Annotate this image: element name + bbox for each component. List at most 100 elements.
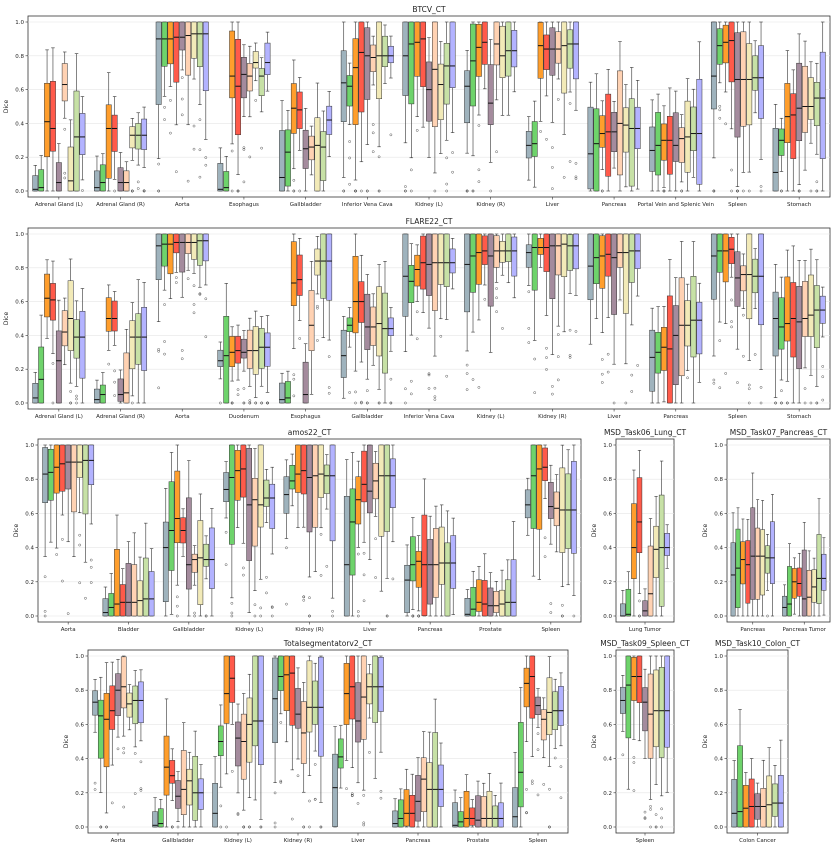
- box-body: [99, 164, 106, 192]
- box-body: [125, 563, 132, 617]
- box-7: [320, 110, 327, 192]
- outlier-point: [139, 789, 143, 792]
- box-3: [636, 450, 643, 618]
- outlier-point: [724, 122, 727, 126]
- y-tick-label: 0.8: [714, 688, 723, 694]
- box-body: [758, 45, 764, 119]
- box-0: [162, 488, 169, 617]
- box-2: [537, 21, 544, 133]
- box-body: [198, 778, 204, 810]
- y-tick-label: 0.4: [15, 121, 24, 127]
- box-body: [111, 300, 118, 332]
- box-6: [126, 684, 133, 731]
- box-body: [790, 282, 797, 358]
- box-1: [593, 73, 600, 192]
- box-body: [443, 233, 450, 287]
- box-5: [252, 448, 258, 618]
- outlier-point: [236, 388, 240, 391]
- box-body: [223, 171, 230, 192]
- box-6: [186, 751, 193, 828]
- outlier-point: [285, 546, 288, 550]
- panel-msd-task06-lung-ct: 0.0 0.2 0.4 0.6 0.8 1.0 MSD_Task06_Lung_CT Dice…: [591, 428, 686, 633]
- box-body: [314, 117, 321, 192]
- box-body: [105, 104, 112, 179]
- outlier-point: [433, 398, 437, 401]
- box-6: [760, 500, 766, 617]
- box-5: [647, 655, 654, 829]
- box-4: [672, 277, 679, 404]
- box-body: [634, 106, 641, 149]
- box-body: [510, 559, 517, 617]
- box-body: [229, 655, 236, 703]
- outlier-point: [556, 355, 560, 358]
- outlier-point: [636, 364, 639, 367]
- box-0: [32, 372, 39, 404]
- box-8: [449, 237, 456, 290]
- outlier-point: [574, 177, 578, 180]
- y-tick-label: 0.6: [603, 511, 612, 517]
- box-3: [349, 655, 356, 798]
- box-4: [750, 472, 756, 617]
- box-body: [499, 241, 506, 263]
- outlier-point: [539, 130, 542, 133]
- box-body: [523, 667, 530, 708]
- outlier-point: [377, 155, 381, 159]
- outlier-point: [549, 602, 553, 605]
- box-body: [734, 32, 741, 138]
- outlier-point: [279, 721, 283, 724]
- box-body: [191, 21, 197, 59]
- outlier-point: [345, 787, 348, 790]
- box-4: [487, 39, 494, 193]
- box-6: [559, 444, 566, 618]
- box-8: [634, 80, 641, 190]
- outlier-point: [568, 160, 572, 163]
- box-8: [329, 444, 336, 618]
- outlier-point: [113, 189, 116, 193]
- box-body: [555, 233, 562, 276]
- x-tick-label: Spleen: [541, 627, 560, 633]
- outlier-point: [766, 614, 769, 618]
- box-5: [480, 782, 487, 828]
- box-2: [223, 655, 230, 829]
- x-tick-label: Colon Cancer: [739, 838, 776, 844]
- box-4: [642, 668, 648, 820]
- box-1: [470, 570, 477, 617]
- box-body: [279, 382, 285, 404]
- box-1: [778, 117, 785, 193]
- box-body: [102, 598, 109, 617]
- box-body: [464, 70, 471, 123]
- box-8: [269, 466, 276, 618]
- box-3: [421, 478, 428, 617]
- x-tick-label: Adrenal Gland (R): [96, 202, 145, 208]
- box-8: [202, 233, 209, 339]
- box-6: [811, 557, 817, 617]
- outlier-point: [530, 779, 534, 783]
- outlier-point: [327, 391, 331, 395]
- outlier-point: [548, 825, 551, 829]
- outlier-point: [357, 614, 360, 618]
- outlier-point: [410, 379, 413, 383]
- box-body: [94, 388, 100, 404]
- box-7: [567, 233, 573, 359]
- box-body: [661, 123, 667, 161]
- box-body: [481, 235, 488, 265]
- box-3: [358, 21, 365, 193]
- outlier-point: [477, 386, 481, 389]
- box-body: [364, 27, 371, 100]
- box-body: [50, 283, 56, 321]
- box-5: [308, 125, 315, 176]
- box-body: [427, 539, 433, 605]
- outlier-point: [248, 401, 252, 405]
- box-body: [185, 233, 192, 254]
- box-5: [617, 233, 623, 301]
- outlier-point: [99, 825, 103, 829]
- outlier-point: [374, 537, 377, 541]
- outlier-point: [192, 311, 196, 315]
- outlier-point: [433, 386, 437, 390]
- outlier-point: [253, 603, 257, 607]
- outlier-point: [371, 131, 375, 135]
- box-1: [625, 571, 632, 617]
- outlier-point: [525, 811, 528, 814]
- box-2: [234, 444, 241, 528]
- box-6: [561, 21, 568, 179]
